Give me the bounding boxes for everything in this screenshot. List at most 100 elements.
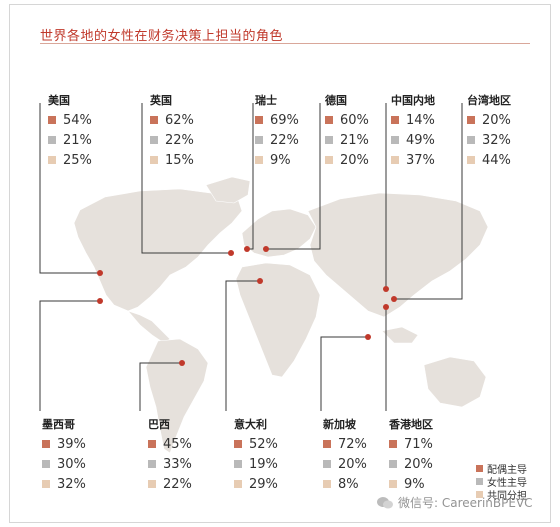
taiwan-value-joint: 44% [482,152,511,168]
location-dot [228,250,234,256]
swatch-joint [325,156,333,164]
swatch-joint [389,480,397,488]
swatch-spouse [325,116,333,124]
region-block-taiwan: 台湾地区 20% 32% 44% [467,92,511,170]
swatch-woman [389,460,397,468]
world-map-chart [39,103,489,454]
region-name-usa: 美国 [48,94,70,107]
swatch-joint [150,156,158,164]
leader-line [266,103,321,250]
leader-line [39,103,100,274]
singapore-row-joint: 8% [323,474,367,494]
map-greenland [205,176,251,204]
taiwan-row-spouse: 20% [467,110,511,130]
swatch-spouse [255,116,263,124]
leader-line [39,300,100,411]
swatch-woman [467,136,475,144]
region-name-singapore: 新加坡 [323,418,356,431]
swatch-joint [255,156,263,164]
swatch-joint [234,480,242,488]
brazil-row-joint: 22% [148,474,192,494]
region-name-mexico: 墨西哥 [42,418,75,431]
location-dot [179,360,185,366]
map-africa [235,262,321,378]
watermark-text: 微信号: CareerinBPEVC [398,496,533,510]
title-rule [40,43,530,44]
swatch-woman [150,136,158,144]
location-dot [391,296,397,302]
legend-item-spouse: 配偶主导 [476,462,527,476]
hongkong-value-joint: 9% [404,476,425,492]
swatch-spouse [48,116,56,124]
region-name-italy: 意大利 [234,418,267,431]
singapore-value-woman: 20% [338,456,367,472]
usa-row-woman: 21% [48,130,92,150]
swatch-joint [42,480,50,488]
china-row-joint: 37% [391,150,435,170]
china-value-spouse: 14% [406,112,435,128]
swatch-spouse [391,116,399,124]
wechat-icon [377,496,393,508]
swatch-woman [42,460,50,468]
swatch-woman [323,460,331,468]
region-block-mexico: 墨西哥 39% 30% 32% [42,416,86,494]
hongkong-value-woman: 20% [404,456,433,472]
uk-row-spouse: 62% [150,110,194,130]
swatch-woman [255,136,263,144]
swatch-woman [325,136,333,144]
location-dot [97,298,103,304]
map-europe [241,208,317,258]
taiwan-row-woman: 32% [467,130,511,150]
swatch-joint [467,156,475,164]
germany-row-joint: 20% [325,150,369,170]
switzerland-value-joint: 9% [270,152,291,168]
swatch-spouse [234,440,242,448]
uk-row-woman: 22% [150,130,194,150]
region-block-italy: 意大利 52% 19% 29% [234,416,278,494]
legend-label-spouse: 配偶主导 [487,465,527,476]
map-asia [307,192,489,318]
region-block-switzerland: 瑞士 69% 22% 9% [255,92,299,170]
legend-item-woman: 女性主导 [476,475,527,489]
chart-title: 世界各地的女性在财务决策上担当的角色 [40,29,284,44]
china-row-woman: 49% [391,130,435,150]
usa-value-spouse: 54% [63,112,92,128]
swatch-woman [391,136,399,144]
swatch-woman [48,136,56,144]
italy-value-joint: 29% [249,476,278,492]
hongkong-row-joint: 9% [389,474,433,494]
germany-row-woman: 21% [325,130,369,150]
location-dot [257,278,263,284]
swatch-spouse [150,116,158,124]
germany-value-spouse: 60% [340,112,369,128]
singapore-value-spouse: 72% [338,436,367,452]
region-name-taiwan: 台湾地区 [467,94,511,107]
infographic-frame: 世界各地的女性在财务决策上担当的角色 美国 54% 21% 2 [9,4,551,523]
mexico-value-woman: 30% [57,456,86,472]
switzerland-value-spouse: 69% [270,112,299,128]
italy-value-spouse: 52% [249,436,278,452]
swatch-spouse [467,116,475,124]
legend-swatch-joint [476,491,483,498]
map-sea-islands [381,326,419,344]
region-name-germany: 德国 [325,94,347,107]
italy-row-joint: 29% [234,474,278,494]
uk-value-woman: 22% [165,132,194,148]
location-dot [383,304,389,310]
brazil-value-woman: 33% [163,456,192,472]
leader-line [394,103,463,300]
region-block-hongkong: 香港地区 71% 20% 9% [389,416,433,494]
brazil-row-spouse: 45% [148,434,192,454]
legend-swatch-woman [476,478,483,485]
map-australia [423,356,487,408]
italy-value-woman: 19% [249,456,278,472]
swatch-joint [323,480,331,488]
region-name-hongkong: 香港地区 [389,418,433,431]
germany-value-woman: 21% [340,132,369,148]
swatch-joint [391,156,399,164]
china-row-spouse: 14% [391,110,435,130]
italy-row-spouse: 52% [234,434,278,454]
map-central-america [127,310,171,344]
legend-label-woman: 女性主导 [487,478,527,489]
swatch-spouse [148,440,156,448]
